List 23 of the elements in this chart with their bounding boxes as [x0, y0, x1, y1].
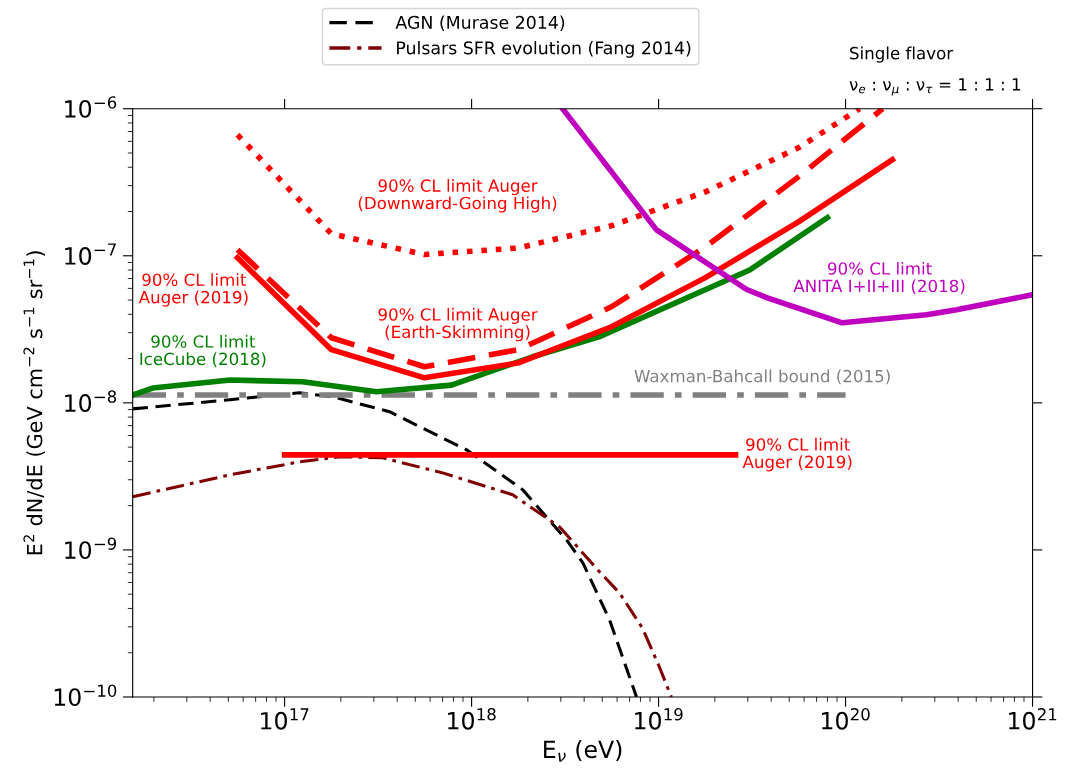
x-tick-label: 10$^{20}$	[822, 708, 870, 730]
annotation: 90% CL limit Auger (Earth-Skimming)	[378, 307, 538, 342]
x-tick-label: 10$^{19}$	[635, 708, 683, 730]
y-tick-label: 10$^{−8}$	[65, 390, 117, 412]
annotation: 90% CL limit Auger (2019)	[138, 273, 248, 307]
x-tick-label: 10$^{17}$	[261, 708, 309, 730]
annotation: Waxman-Bahcall bound (2015)	[634, 369, 890, 385]
y-tick-label: 10$^{−7}$	[65, 243, 116, 265]
x-tick-label: 10$^{21}$	[1009, 708, 1057, 730]
y-tick-label: 10$^{−10}$	[54, 684, 117, 707]
annotation: 90% CL limit ANITA I+II+III (2018)	[793, 261, 965, 295]
annotation: 90% CL limit Auger (Downward-Going High)	[358, 179, 557, 213]
legend-label: Pulsars SFR evolution (Fang 2014)	[397, 40, 691, 58]
text: Single flavor	[850, 46, 954, 63]
y-tick-label: 10$^{−9}$	[65, 537, 117, 560]
x-tick-label: 10$^{18}$	[448, 708, 496, 730]
annotation: 90% CL limit IceCube (2018)	[140, 334, 266, 368]
text: ν$_{e}$ : ν$_{μ}$ : ν$_{τ}$ = 1 : 1 : 1	[849, 78, 1021, 96]
y-tick-label: 10$^{−6}$	[65, 96, 117, 118]
text: E$^{2}$ dN/dE (GeV cm$^{−2}$ s$^{−1}$ sr$^{−1}$)	[23, 251, 45, 555]
annotation: 90% CL limit Auger (2019)	[742, 437, 852, 472]
legend-label: AGN (Murase 2014)	[395, 15, 565, 31]
x-axis-title: E$_{ν}$ (eV)	[544, 739, 622, 762]
